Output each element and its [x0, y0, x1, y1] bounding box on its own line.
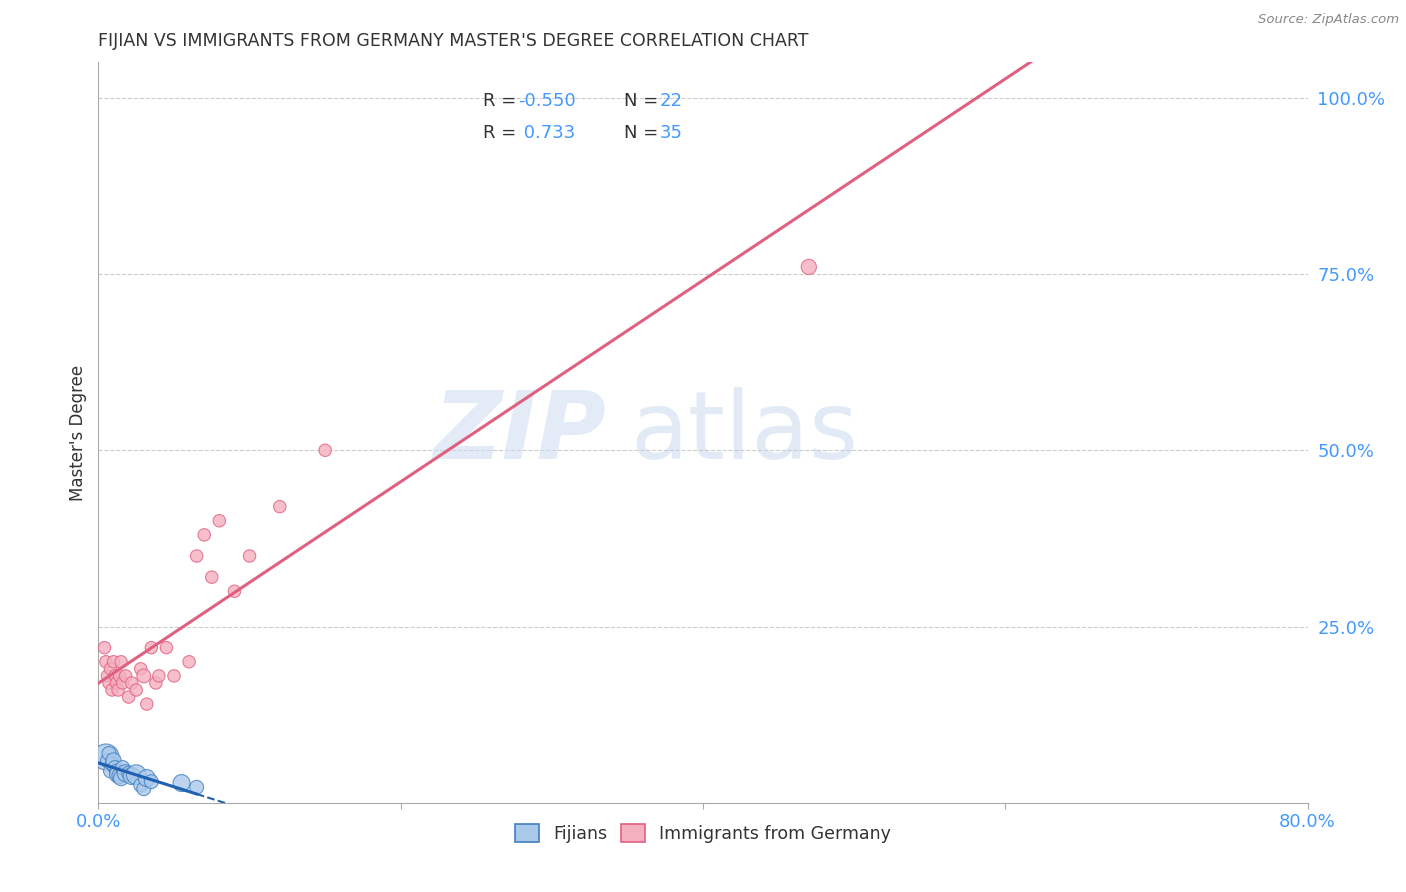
Text: R =: R =	[482, 124, 522, 142]
Point	[201, 570, 224, 584]
Text: FIJIAN VS IMMIGRANTS FROM GERMANY MASTER'S DEGREE CORRELATION CHART: FIJIAN VS IMMIGRANTS FROM GERMANY MASTER…	[98, 32, 808, 50]
Point	[93, 640, 115, 655]
Point	[111, 676, 134, 690]
Point	[797, 260, 820, 274]
Text: 35: 35	[659, 124, 682, 142]
Point	[148, 669, 170, 683]
Point	[135, 771, 157, 785]
Point	[104, 669, 127, 683]
Point	[121, 769, 143, 783]
Point	[118, 766, 141, 780]
Point	[110, 655, 132, 669]
Legend: Fijians, Immigrants from Germany: Fijians, Immigrants from Germany	[508, 817, 898, 850]
Point	[118, 690, 141, 704]
Point	[94, 655, 117, 669]
Text: Source: ZipAtlas.com: Source: ZipAtlas.com	[1258, 13, 1399, 27]
Point	[100, 764, 122, 778]
Point	[132, 669, 155, 683]
Point	[224, 584, 246, 599]
Point	[107, 767, 129, 781]
Point	[186, 780, 208, 795]
Point	[132, 781, 155, 796]
Point	[193, 528, 215, 542]
Point	[100, 662, 122, 676]
Point	[170, 776, 193, 790]
Point	[96, 669, 118, 683]
Point	[129, 778, 152, 792]
Point	[179, 655, 201, 669]
Y-axis label: Master's Degree: Master's Degree	[69, 365, 87, 500]
Point	[208, 514, 231, 528]
Point	[98, 676, 121, 690]
Point	[105, 676, 128, 690]
Point	[125, 683, 148, 698]
Text: N =: N =	[624, 124, 665, 142]
Point	[269, 500, 291, 514]
Point	[107, 683, 129, 698]
Point	[94, 750, 117, 764]
Point	[101, 757, 124, 772]
Text: N =: N =	[624, 92, 665, 110]
Point	[105, 764, 128, 778]
Point	[98, 747, 121, 761]
Point	[110, 771, 132, 785]
Text: ZIP: ZIP	[433, 386, 606, 479]
Point	[155, 640, 177, 655]
Point	[101, 683, 124, 698]
Text: atlas: atlas	[630, 386, 859, 479]
Point	[114, 766, 136, 780]
Text: R =: R =	[482, 92, 522, 110]
Point	[121, 676, 143, 690]
Point	[111, 760, 134, 774]
Point	[135, 697, 157, 711]
Point	[108, 669, 131, 683]
Text: 0.733: 0.733	[517, 124, 575, 142]
Text: -0.550: -0.550	[517, 92, 575, 110]
Point	[104, 760, 127, 774]
Point	[96, 754, 118, 768]
Point	[314, 443, 336, 458]
Point	[129, 662, 152, 676]
Point	[186, 549, 208, 563]
Point	[125, 767, 148, 781]
Point	[108, 769, 131, 783]
Point	[103, 754, 125, 768]
Point	[103, 655, 125, 669]
Point	[114, 669, 136, 683]
Point	[141, 774, 163, 789]
Point	[163, 669, 186, 683]
Point	[145, 676, 167, 690]
Point	[239, 549, 262, 563]
Point	[141, 640, 163, 655]
Text: 22: 22	[659, 92, 682, 110]
